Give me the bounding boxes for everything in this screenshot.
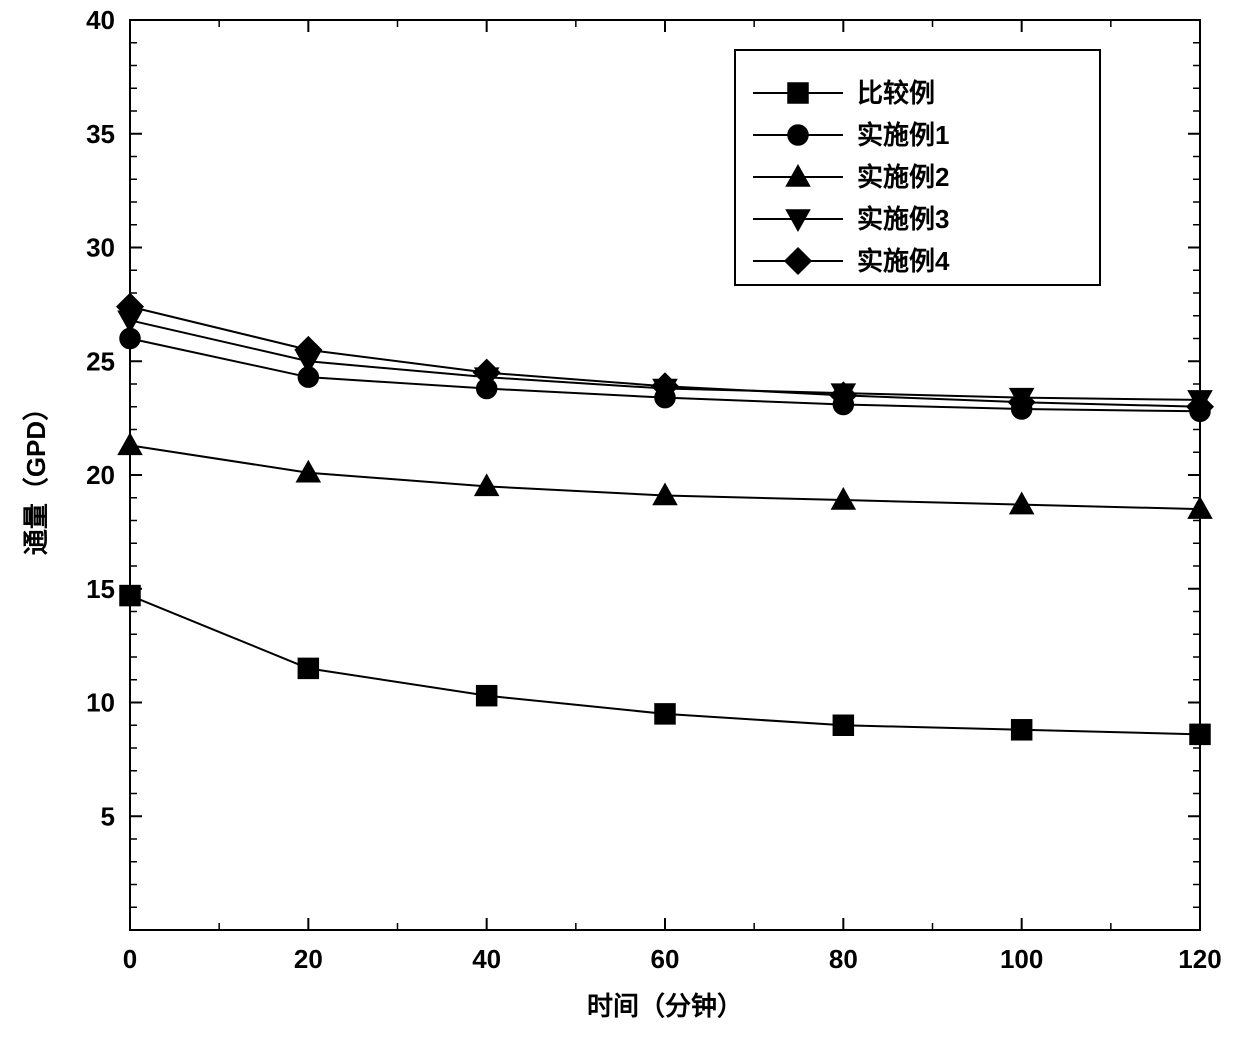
line-chart: 0 20 40 60 80 100 120 5 10 15 20 25 30 35 40 时间（分钟） 通量（G… [0,0,1240,1052]
legend: 比较例实施例1 实施例2 实施例3 实施例4 [735,50,1100,285]
chart-container: 0 20 40 60 80 100 120 5 10 15 20 25 30 35 40 时间（分钟） 通量（G… [0,0,1240,1052]
y-axis-label: 通量（GPD） [21,395,51,555]
x-tick-label: 100 [1000,944,1043,974]
y-tick-label: 25 [86,346,115,376]
y-tick-label: 15 [86,574,115,604]
legend-label: 实施例1 [857,120,949,150]
legend-label: 实施例4 [857,246,950,276]
legend-label: 实施例3 [857,204,949,234]
y-tick-label: 35 [86,119,115,149]
y-tick-label: 5 [101,801,115,831]
x-tick-label: 80 [829,944,858,974]
x-tick-label: 120 [1178,944,1221,974]
x-tick-label: 60 [651,944,680,974]
y-tick-label: 40 [86,5,115,35]
y-tick-label: 10 [86,688,115,718]
y-tick-label: 20 [86,460,115,490]
x-tick-label: 20 [294,944,323,974]
series-0 [120,586,1210,745]
x-axis-label: 时间（分钟） [587,991,743,1021]
y-tick-label: 30 [86,233,115,263]
x-tick-label: 40 [472,944,501,974]
series-2 [119,434,1212,518]
legend-label: 比较例 [857,78,935,108]
legend-label: 实施例2 [857,162,949,192]
x-tick-label: 0 [123,944,137,974]
